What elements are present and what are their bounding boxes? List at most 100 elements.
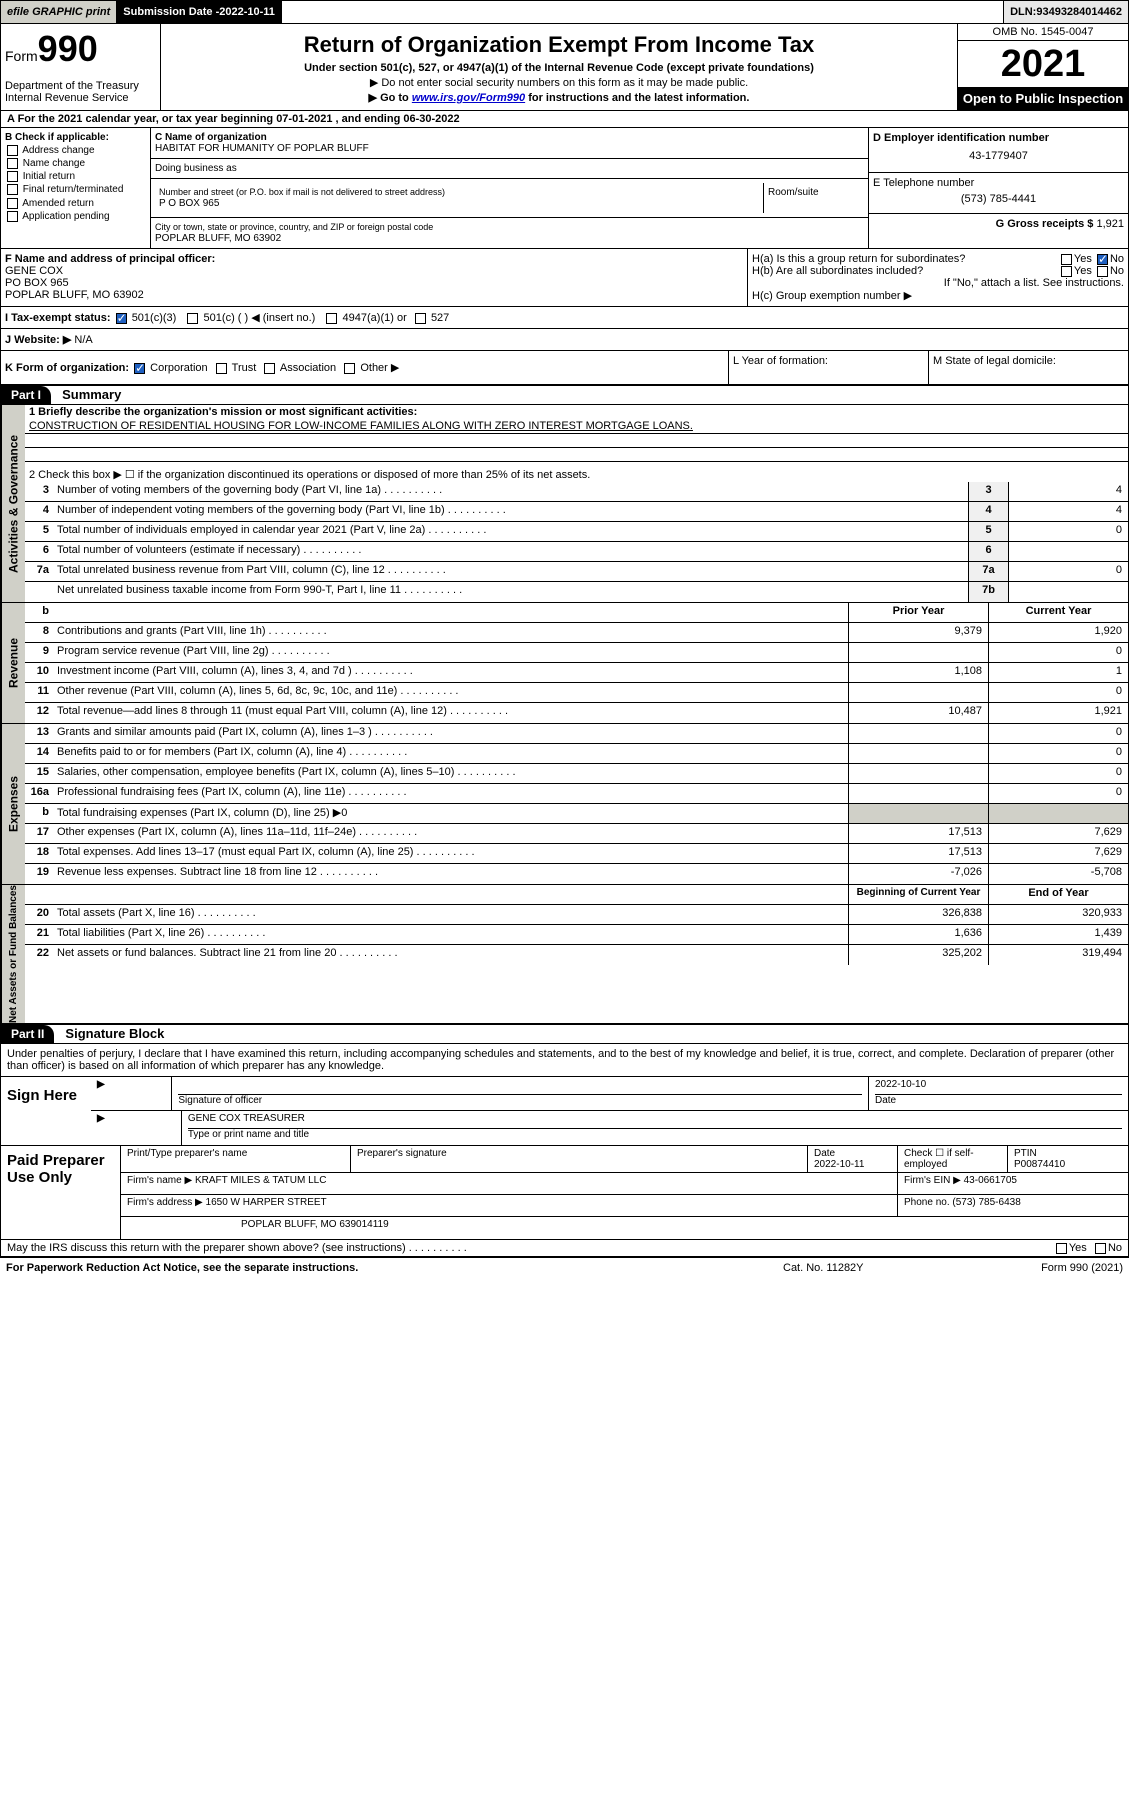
table-row: 21Total liabilities (Part X, line 26)1,6…	[25, 925, 1128, 945]
department: Department of the Treasury Internal Reve…	[5, 80, 156, 104]
submission-date: Submission Date - 2022-10-11	[117, 1, 282, 23]
spacer	[282, 1, 1004, 23]
officer-name: GENE COX	[5, 265, 743, 277]
firm-phone: (573) 785-6438	[952, 1197, 1020, 1208]
subtitle-2: ▶ Do not enter social security numbers o…	[165, 76, 953, 89]
chk-association[interactable]	[264, 363, 275, 374]
identity-block: B Check if applicable: Address change Na…	[0, 128, 1129, 249]
officer-name-title: GENE COX TREASURER	[188, 1113, 1122, 1129]
telephone: (573) 785-4441	[873, 189, 1124, 209]
header-title-block: Return of Organization Exempt From Incom…	[161, 24, 958, 110]
chk-527[interactable]	[415, 313, 426, 324]
part-i-header: Part I Summary	[0, 385, 1129, 405]
chk-corporation[interactable]	[134, 363, 145, 374]
chk-name-change[interactable]: Name change	[5, 158, 146, 169]
firm-ein: 43-0661705	[964, 1175, 1017, 1186]
table-row: 17Other expenses (Part IX, column (A), l…	[25, 824, 1128, 844]
table-row: 22Net assets or fund balances. Subtract …	[25, 945, 1128, 965]
chk-501c[interactable]	[187, 313, 198, 324]
open-to-public: Open to Public Inspection	[958, 87, 1128, 110]
netassets-section: Net Assets or Fund Balances Beginning of…	[0, 885, 1129, 1024]
table-row: 12Total revenue—add lines 8 through 11 (…	[25, 703, 1128, 723]
expenses-section: Expenses 13Grants and similar amounts pa…	[0, 724, 1129, 885]
top-bar: efile GRAPHIC print Submission Date - 20…	[0, 0, 1129, 24]
gross-receipts: 1,921	[1096, 218, 1124, 230]
form-number: Form990	[5, 28, 156, 70]
chk-trust[interactable]	[216, 363, 227, 374]
section-h: H(a) Is this a group return for subordin…	[748, 249, 1128, 306]
row-klm: K Form of organization: Corporation Trus…	[0, 351, 1129, 385]
state-domicile: M State of legal domicile:	[928, 351, 1128, 384]
room-suite: Room/suite	[764, 183, 864, 213]
may-irs-discuss: May the IRS discuss this return with the…	[0, 1240, 1129, 1257]
table-row: 18Total expenses. Add lines 13–17 (must …	[25, 844, 1128, 864]
row-i: I Tax-exempt status: 501(c)(3) 501(c) ( …	[0, 307, 1129, 329]
table-row: 11Other revenue (Part VIII, column (A), …	[25, 683, 1128, 703]
table-row: 3Number of voting members of the governi…	[25, 482, 1128, 502]
year-formation: L Year of formation:	[728, 351, 928, 384]
table-row: 20Total assets (Part X, line 16)326,8383…	[25, 905, 1128, 925]
section-b: B Check if applicable: Address change Na…	[1, 128, 151, 248]
street-address: P O BOX 965	[159, 198, 219, 209]
netassets-header: Beginning of Current Year End of Year	[25, 885, 1128, 905]
org-name: HABITAT FOR HUMANITY OF POPLAR BLUFF	[155, 143, 369, 154]
firm-address: 1650 W HARPER STREET	[206, 1197, 327, 1208]
efile-label[interactable]: efile GRAPHIC print	[1, 1, 117, 23]
table-row: 9Program service revenue (Part VIII, lin…	[25, 643, 1128, 663]
part-ii-header: Part II Signature Block	[0, 1024, 1129, 1044]
omb-number: OMB No. 1545-0047	[958, 24, 1128, 41]
tab-netassets: Net Assets or Fund Balances	[1, 885, 25, 1023]
table-row: Net unrelated business taxable income fr…	[25, 582, 1128, 602]
sign-here-block: Sign Here ▶ Signature of officer 2022-10…	[0, 1077, 1129, 1146]
table-row: 6Total number of volunteers (estimate if…	[25, 542, 1128, 562]
section-f: F Name and address of principal officer:…	[1, 249, 748, 306]
header-left: Form990 Department of the Treasury Inter…	[1, 24, 161, 110]
city-state-zip: POPLAR BLUFF, MO 63902	[155, 233, 281, 244]
form-title: Return of Organization Exempt From Incom…	[165, 32, 953, 58]
table-row: 8Contributions and grants (Part VIII, li…	[25, 623, 1128, 643]
governance-section: Activities & Governance 1 Briefly descri…	[0, 405, 1129, 603]
ptin: P00874410	[1014, 1159, 1065, 1170]
table-row: 15Salaries, other compensation, employee…	[25, 764, 1128, 784]
website: N/A	[74, 334, 92, 346]
chk-amended-return[interactable]: Amended return	[5, 198, 146, 209]
revenue-header: b Prior Year Current Year	[25, 603, 1128, 623]
tab-expenses: Expenses	[1, 724, 25, 884]
firm-name: KRAFT MILES & TATUM LLC	[195, 1175, 327, 1186]
irs-link[interactable]: www.irs.gov/Form990	[412, 92, 525, 104]
row-j: J Website: ▶ N/A	[0, 329, 1129, 351]
table-row: 7aTotal unrelated business revenue from …	[25, 562, 1128, 582]
paid-preparer-block: Paid Preparer Use Only Print/Type prepar…	[0, 1146, 1129, 1240]
page-footer: For Paperwork Reduction Act Notice, see …	[0, 1257, 1129, 1278]
dln: DLN: 93493284014462	[1004, 1, 1128, 23]
table-row: 19Revenue less expenses. Subtract line 1…	[25, 864, 1128, 884]
chk-application-pending[interactable]: Application pending	[5, 211, 146, 222]
row-fh: F Name and address of principal officer:…	[0, 249, 1129, 307]
subtitle-3: ▶ Go to www.irs.gov/Form990 for instruct…	[165, 91, 953, 104]
table-row: bTotal fundraising expenses (Part IX, co…	[25, 804, 1128, 824]
section-c: C Name of organization HABITAT FOR HUMAN…	[151, 128, 868, 248]
signature-declaration: Under penalties of perjury, I declare th…	[0, 1044, 1129, 1077]
chk-discuss-yes[interactable]	[1056, 1243, 1067, 1254]
tab-revenue: Revenue	[1, 603, 25, 723]
tab-governance: Activities & Governance	[1, 405, 25, 602]
prep-date: 2022-10-11	[814, 1159, 864, 1170]
chk-initial-return[interactable]: Initial return	[5, 171, 146, 182]
chk-other[interactable]	[344, 363, 355, 374]
tax-year: 2021	[958, 41, 1128, 87]
chk-4947[interactable]	[326, 313, 337, 324]
table-row: 4Number of independent voting members of…	[25, 502, 1128, 522]
header-right: OMB No. 1545-0047 2021 Open to Public In…	[958, 24, 1128, 110]
row-a-tax-year: A For the 2021 calendar year, or tax yea…	[0, 111, 1129, 128]
table-row: 10Investment income (Part VIII, column (…	[25, 663, 1128, 683]
table-row: 13Grants and similar amounts paid (Part …	[25, 724, 1128, 744]
table-row: 5Total number of individuals employed in…	[25, 522, 1128, 542]
chk-501c3[interactable]	[116, 313, 127, 324]
form-header: Form990 Department of the Treasury Inter…	[0, 24, 1129, 111]
mission-text: CONSTRUCTION OF RESIDENTIAL HOUSING FOR …	[25, 419, 1128, 434]
chk-address-change[interactable]: Address change	[5, 145, 146, 156]
table-row: 16aProfessional fundraising fees (Part I…	[25, 784, 1128, 804]
revenue-section: Revenue b Prior Year Current Year 8Contr…	[0, 603, 1129, 724]
chk-discuss-no[interactable]	[1095, 1243, 1106, 1254]
chk-final-return[interactable]: Final return/terminated	[5, 184, 146, 195]
